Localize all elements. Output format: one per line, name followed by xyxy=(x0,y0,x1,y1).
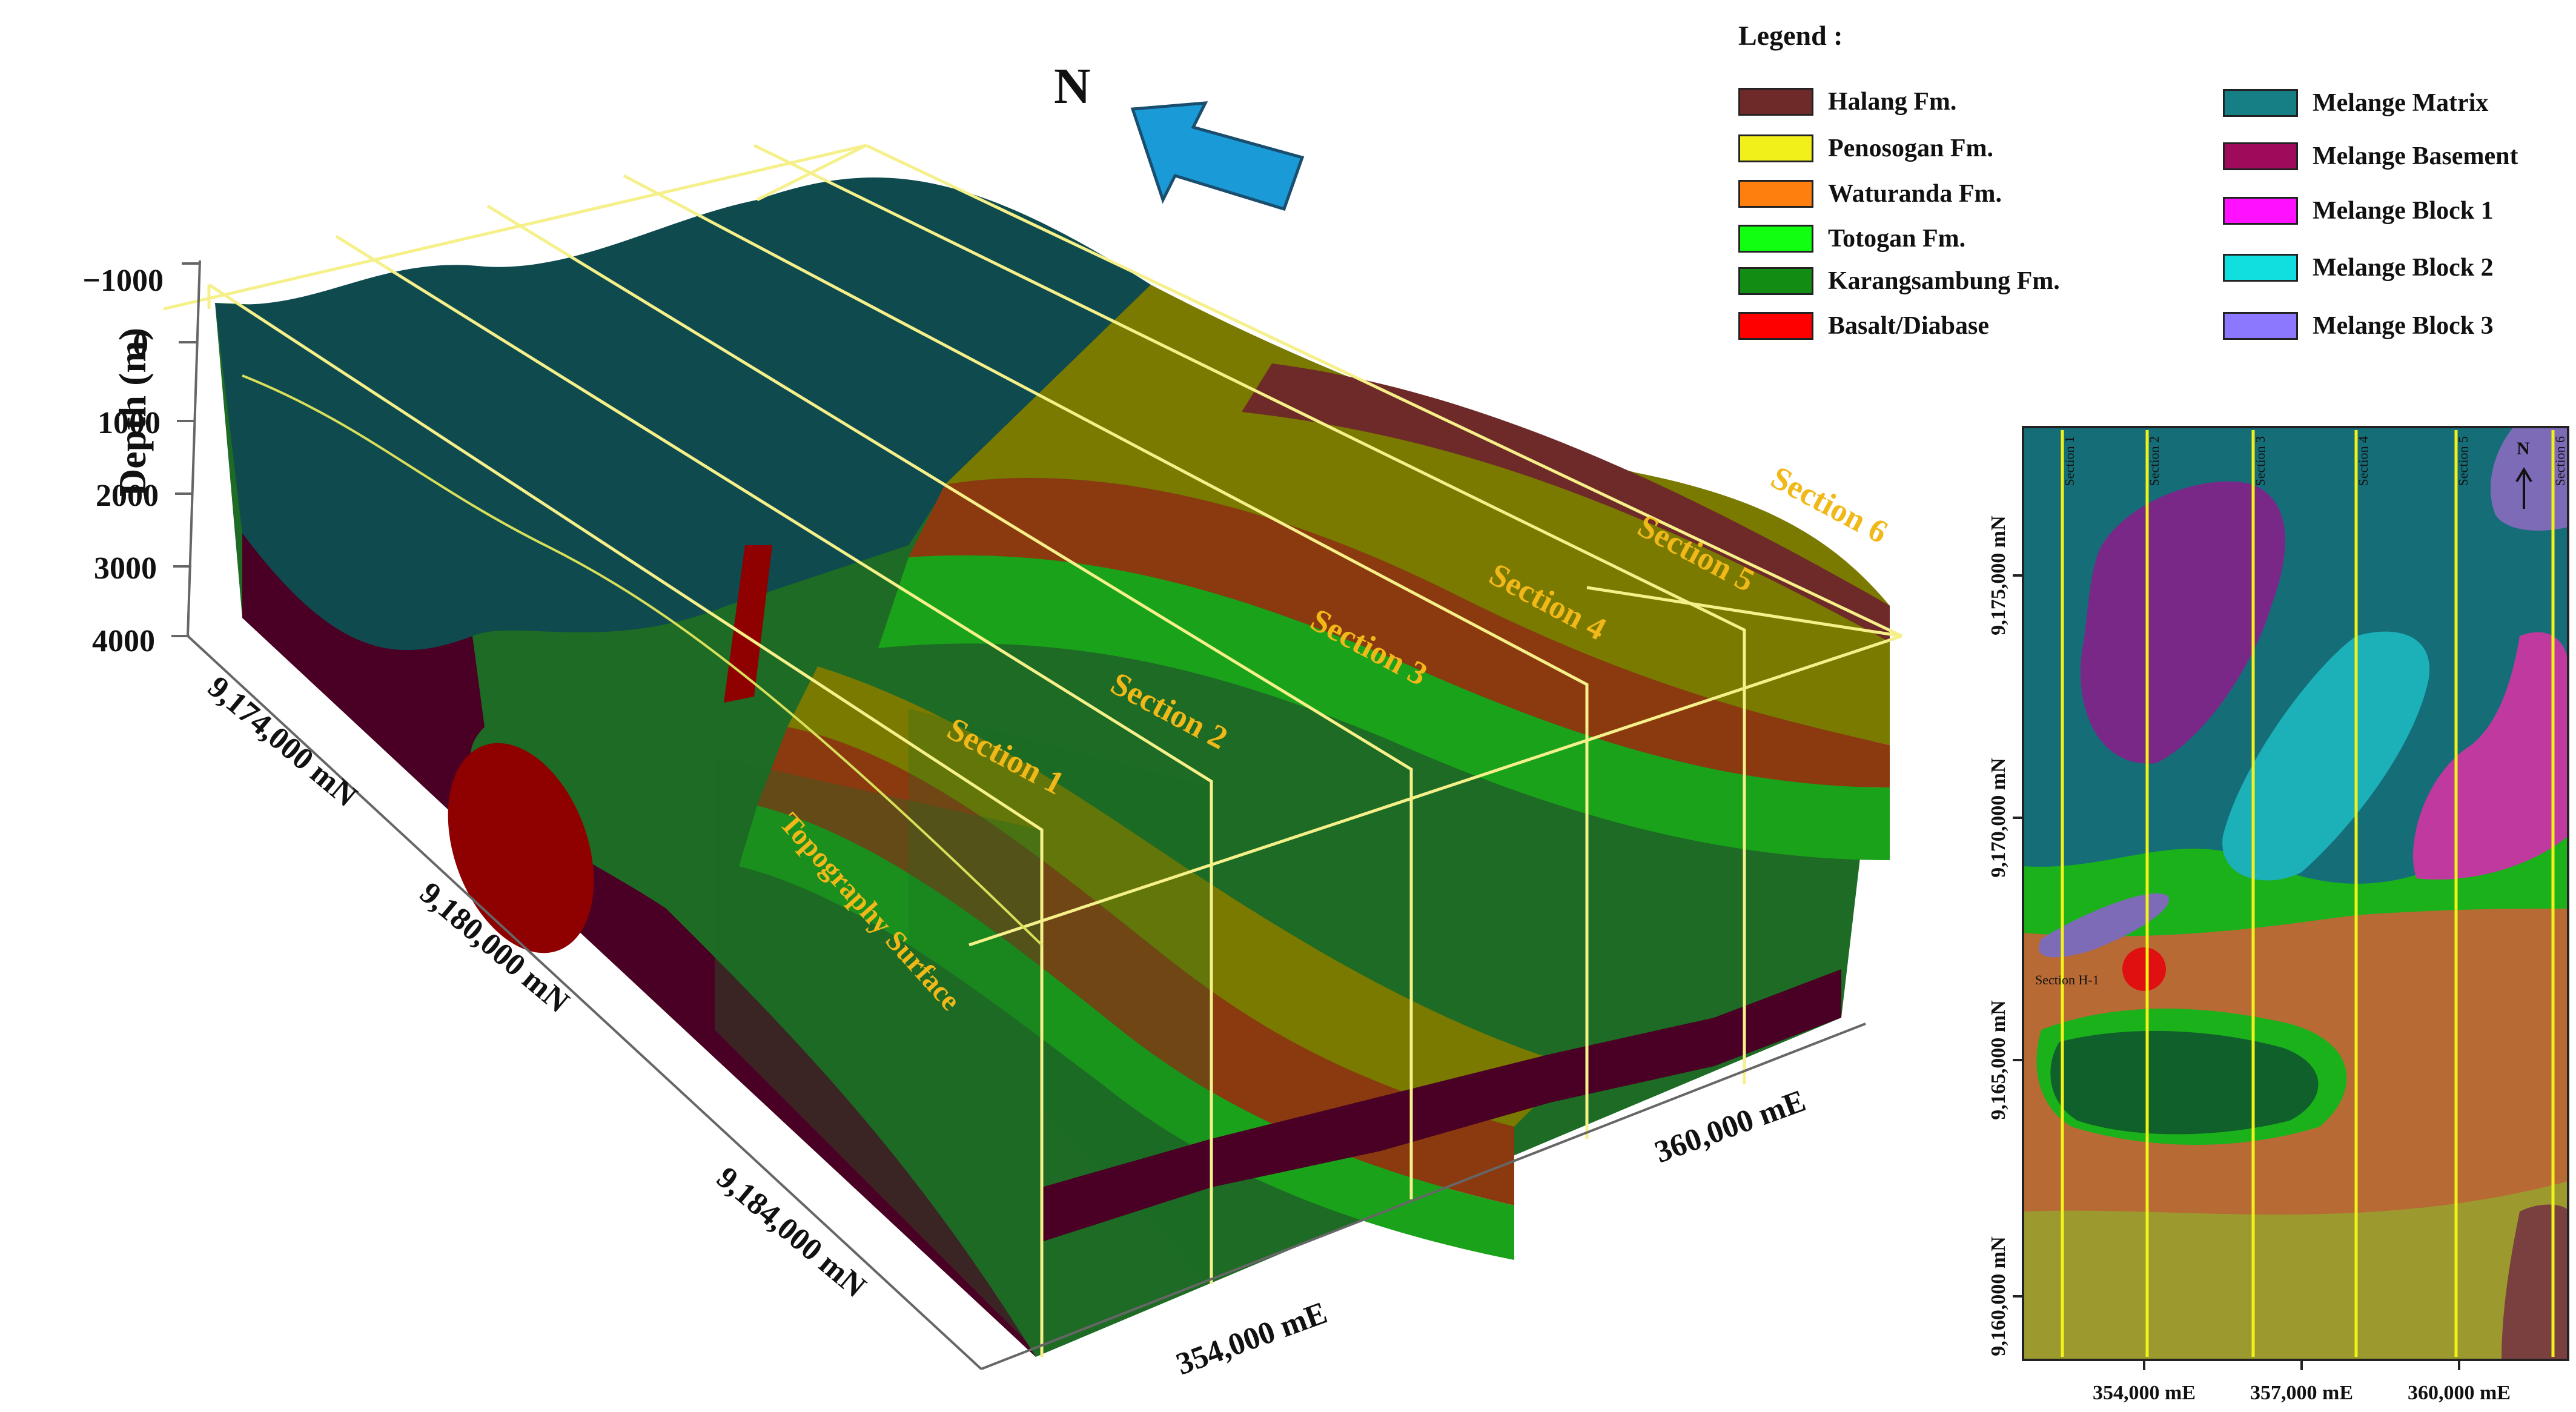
map-x-tick: 360,000 mE xyxy=(2408,1382,2511,1404)
legend-item: Melange Block 3 xyxy=(2223,309,2494,343)
map-section-label: Section 1 xyxy=(2062,436,2077,486)
map-melange-block-1 xyxy=(2081,481,2285,764)
legend-item: Totogan Fm. xyxy=(1738,222,1965,256)
legend-swatch xyxy=(1738,88,1813,116)
legend-item: Melange Block 1 xyxy=(2223,194,2494,228)
melange-basement-left xyxy=(242,533,1036,1357)
legend-title: Legend : xyxy=(1738,20,1843,51)
legend-item: Basalt/Diabase xyxy=(1738,309,1989,343)
depth-tick-label: 2000 xyxy=(96,479,159,513)
map-karangsambung xyxy=(2050,1030,2319,1135)
legend-label: Melange Basement xyxy=(2313,142,2518,170)
legend-swatch xyxy=(1738,312,1813,340)
legend-swatch xyxy=(1738,134,1813,162)
map-section-h-label: Section H-1 xyxy=(2035,972,2099,987)
penosogan-band-front xyxy=(787,666,1575,1127)
legend-item: Melange Matrix xyxy=(2223,86,2488,120)
easting-tick-label: 354,000 mE xyxy=(1172,1296,1332,1382)
legend-swatch xyxy=(1738,225,1813,253)
legend-swatch xyxy=(1738,180,1813,208)
legend-label: Melange Block 3 xyxy=(2313,312,2494,340)
depth-tick-label: −1000 xyxy=(82,264,164,298)
melange-matrix-back xyxy=(757,177,1167,545)
map-north-arrow-icon xyxy=(2515,467,2532,509)
map-y-tick: 9,175,000 mN xyxy=(1987,515,2010,635)
map-north-label: N xyxy=(2517,439,2530,459)
section-outlines xyxy=(163,144,1903,1357)
map-axis-labels: 354,000 mE 357,000 mE 360,000 mE 9,175,0… xyxy=(1987,515,2511,1404)
map-y-tick: 9,170,000 mN xyxy=(1987,758,2010,878)
legend-label: Basalt/Diabase xyxy=(1828,312,1990,340)
north-label: N xyxy=(1054,58,1091,114)
depth-axis-title: Depth (m) xyxy=(111,328,154,497)
legend-label: Penosogan Fm. xyxy=(1828,134,1993,162)
legend-swatch xyxy=(2223,89,2298,117)
map-section-label: Section 4 xyxy=(2356,436,2371,486)
map-frame xyxy=(2022,426,2569,1361)
waturanda-band-back xyxy=(909,477,1890,787)
penosogan-band-back xyxy=(945,285,1890,745)
map-y-tick: 9,160,000 mN xyxy=(1987,1236,2010,1356)
legend-item: Halang Fm. xyxy=(1738,85,1956,119)
depth-tick-label: 1000 xyxy=(98,406,161,440)
map-basalt xyxy=(2122,947,2166,991)
map-x-tick: 354,000 mE xyxy=(2093,1382,2196,1404)
axes xyxy=(187,260,1866,1370)
map-section-label: Section 2 xyxy=(2147,436,2162,486)
legend-swatch xyxy=(1738,267,1813,295)
basalt-dike xyxy=(724,545,772,703)
totogan-band-back xyxy=(878,555,1890,860)
axis-ticks xyxy=(171,262,200,637)
map-melange-block-2 xyxy=(2222,631,2430,881)
inset-map: Section 1 Section 2 Section 3 Section 4 … xyxy=(1987,426,2569,1404)
legend-item: Waturanda Fm. xyxy=(1738,177,2002,211)
depth-tick-label: 0 xyxy=(133,327,148,362)
topography-surface-line xyxy=(242,374,1043,946)
legend-item: Melange Basement xyxy=(2223,139,2518,173)
map-y-tick: 9,165,000 mN xyxy=(1987,1000,2010,1120)
map-section-label: Section 6 xyxy=(2552,436,2568,486)
legend-label: Melange Matrix xyxy=(2313,89,2489,117)
map-melange-block-1b xyxy=(2413,632,2568,880)
map-penosogan xyxy=(2023,1181,2568,1360)
legend-item: Melange Block 2 xyxy=(2223,251,2494,285)
legend-label: Totogan Fm. xyxy=(1828,225,1966,253)
legend-swatch xyxy=(2223,197,2298,225)
halang-band-back xyxy=(1242,363,1890,642)
map-section-labels: Section 1 Section 2 Section 3 Section 4 … xyxy=(2062,436,2568,486)
map-section-label: Section 5 xyxy=(2455,436,2471,486)
map-melange-block-3b xyxy=(2038,893,2170,958)
legend-item: Karangsambung Fm. xyxy=(1738,264,2060,298)
legend-swatch xyxy=(2223,254,2298,282)
legend-label: Melange Block 1 xyxy=(2313,197,2494,225)
fence-diagram: N Depth (m) −1000 0 1000 2000 3000 4000 … xyxy=(82,58,1903,1382)
legend-item: Penosogan Fm. xyxy=(1738,131,1993,165)
map-section-lines xyxy=(2061,430,2555,1357)
depth-tick-label: 4000 xyxy=(92,624,155,658)
map-x-tick: 357,000 mE xyxy=(2250,1382,2353,1404)
waturanda-band-front xyxy=(757,727,1514,1205)
north-arrow-icon xyxy=(1130,101,1305,211)
legend-label: Melange Block 2 xyxy=(2313,254,2494,282)
legend-label: Halang Fm. xyxy=(1828,88,1957,116)
map-section-label: Section 3 xyxy=(2253,436,2268,486)
legend-swatch xyxy=(2223,142,2298,170)
basement-right-face xyxy=(1042,969,1841,1242)
legend-label: Waturanda Fm. xyxy=(1828,180,2002,208)
legend-label: Karangsambung Fm. xyxy=(1828,267,2060,295)
map-ticks xyxy=(2013,574,2460,1370)
section-panel-2 xyxy=(909,709,1211,1284)
depth-tick-label: 3000 xyxy=(94,551,157,586)
basalt-diabase-body xyxy=(448,743,594,953)
section-panel-1 xyxy=(715,757,1042,1357)
legend-swatch xyxy=(2223,312,2298,340)
easting-tick-label: 360,000 mE xyxy=(1651,1084,1810,1170)
